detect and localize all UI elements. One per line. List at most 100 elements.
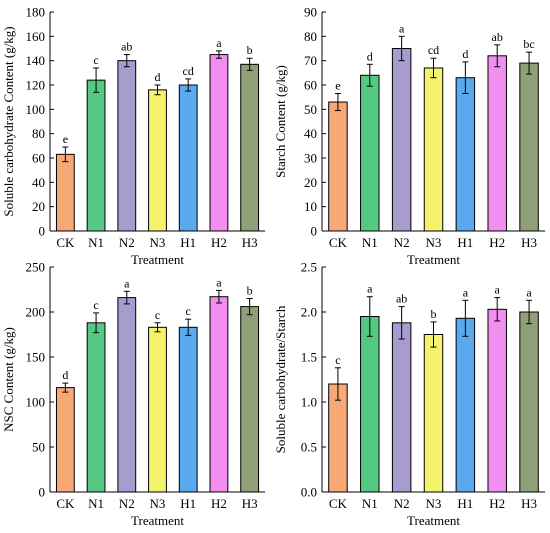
y-tick-label: 20 [32, 199, 45, 214]
x-axis-title: Treatment [131, 252, 184, 267]
significance-letter: e [335, 79, 340, 93]
bar-h1 [178, 326, 198, 493]
significance-letter: a [216, 275, 222, 289]
bar-h1 [178, 84, 198, 232]
x-tick-label: CK [56, 496, 75, 511]
x-tick-label: H1 [457, 496, 473, 511]
bar-n1 [360, 316, 380, 493]
y-tick-label: 180 [26, 5, 46, 20]
y-tick-label: 40 [304, 126, 317, 141]
y-axis-title: Soluble carbohydrate Content (g/kg) [1, 26, 16, 216]
y-tick-label: 90 [304, 5, 317, 20]
x-axis-title: Treatment [131, 513, 184, 528]
bar-h3 [519, 311, 539, 493]
error-bar-n3 [430, 57, 437, 79]
x-tick-label: N2 [119, 235, 135, 250]
error-bar-h2 [494, 297, 501, 322]
y-tick-label: 100 [26, 102, 46, 117]
x-tick-label: H3 [242, 235, 258, 250]
x-tick-label: H1 [180, 496, 196, 511]
error-bar-n2 [123, 290, 130, 305]
significance-letter: c [93, 298, 98, 312]
error-bar-h2 [494, 44, 501, 68]
y-axis-title: Soluble carbohydrate/Starch [273, 305, 288, 453]
significance-letter: a [463, 285, 469, 299]
significance-letter: d [367, 49, 373, 63]
error-bar-n3 [154, 322, 161, 333]
bar-h2 [209, 296, 229, 493]
y-tick-label: 20 [304, 175, 317, 190]
x-tick-label: N3 [150, 496, 166, 511]
x-tick-label: N3 [150, 235, 166, 250]
error-bar-n2 [398, 306, 405, 340]
x-tick-label: H1 [457, 235, 473, 250]
error-bar-h3 [246, 298, 253, 316]
significance-letter: c [186, 304, 191, 318]
bar-n2 [391, 322, 412, 493]
y-axis-title: NSC Content (g/kg) [1, 327, 16, 432]
error-bar-ck [62, 382, 69, 393]
error-bar-ck [62, 146, 69, 163]
y-tick-label: 60 [304, 78, 317, 93]
bar-n3 [148, 326, 167, 493]
bar-h3 [240, 63, 260, 232]
x-tick-label: H2 [489, 496, 505, 511]
bar-h2 [487, 308, 507, 493]
x-tick-label: CK [329, 235, 348, 250]
significance-letter: c [155, 308, 160, 322]
bar-n2 [391, 48, 412, 232]
x-tick-label: H1 [180, 235, 196, 250]
y-tick-label: 1.0 [301, 395, 317, 410]
bar-h3 [240, 306, 260, 493]
x-tick-label: H2 [211, 235, 227, 250]
x-tick-label: N2 [119, 496, 135, 511]
y-axis-title: Starch Content (g/kg) [273, 65, 288, 178]
error-bar-ck [334, 93, 341, 112]
x-tick-label: H3 [521, 496, 537, 511]
significance-letter: cd [183, 64, 194, 78]
bar-ck [55, 153, 75, 232]
bar-n2 [117, 297, 137, 493]
y-tick-label: 120 [26, 78, 46, 93]
error-bar-n2 [398, 35, 405, 62]
x-tick-label: N2 [394, 496, 410, 511]
error-bar-h2 [215, 50, 222, 59]
x-tick-label: H2 [211, 496, 227, 511]
y-tick-label: 70 [304, 53, 317, 68]
y-tick-label: 0.0 [301, 485, 317, 500]
y-tick-label: 0 [39, 224, 46, 239]
error-bar-h1 [185, 78, 192, 92]
x-tick-label: CK [56, 235, 75, 250]
error-bar-h3 [526, 299, 533, 325]
significance-letter: a [495, 283, 501, 297]
x-tick-label: H3 [521, 235, 537, 250]
bar-h1 [455, 77, 476, 232]
error-bar-n1 [93, 67, 100, 93]
y-tick-label: 2.5 [301, 260, 317, 275]
chart-panel-4: c a ab b a a a 0.0 0.5 1.0 1.5 2.0 2.5 CK N1 N2 N3 H1 H2 H3… [273, 260, 545, 528]
bar-n3 [423, 334, 444, 493]
bar-h2 [209, 54, 229, 232]
error-bar-h1 [462, 299, 469, 337]
y-tick-label: 0 [39, 485, 46, 500]
chart-panel-3: d c a c c a b 0 50 100 150 200 250 CK N1 N2 N3 H1 H2 H3 Trea… [1, 260, 265, 528]
y-tick-label: 140 [26, 53, 46, 68]
significance-letter: a [526, 285, 532, 299]
error-bar-h1 [462, 61, 469, 95]
x-axis-title: Treatment [407, 513, 460, 528]
x-tick-label: N1 [362, 496, 378, 511]
significance-letter: b [247, 284, 253, 298]
significance-letter: a [399, 21, 405, 35]
bar-n2 [117, 60, 137, 232]
significance-letter: c [93, 53, 98, 67]
x-axis-title: Treatment [407, 252, 460, 267]
significance-letter: a [124, 276, 130, 290]
significance-letter: b [247, 43, 253, 57]
x-tick-label: CK [329, 496, 348, 511]
bar-h1 [455, 317, 476, 493]
y-tick-label: 50 [32, 440, 45, 455]
y-tick-label: 60 [32, 151, 45, 166]
y-tick-label: 30 [304, 151, 317, 166]
error-bar-h3 [526, 51, 533, 75]
